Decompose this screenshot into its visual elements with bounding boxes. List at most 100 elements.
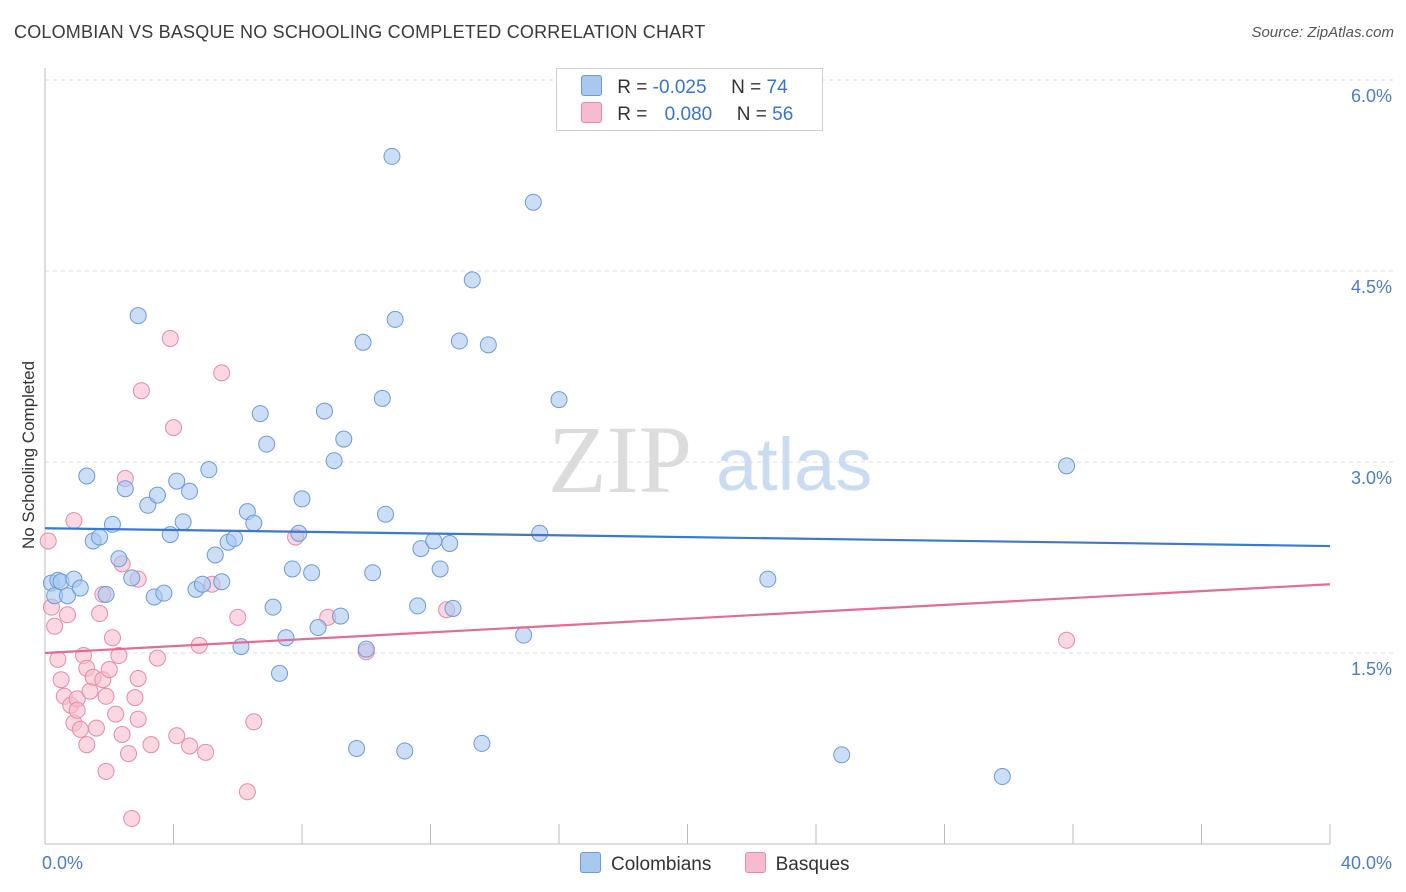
colombian-point: [325, 452, 343, 470]
legend-row-basques: R = 0.080 N = 56: [581, 102, 793, 126]
colombian-point: [200, 461, 218, 479]
watermark-zip: ZIP: [548, 406, 692, 513]
basque-point: [123, 810, 141, 828]
colombian-point: [293, 490, 311, 508]
basque-point: [181, 737, 199, 755]
basque-point: [39, 532, 57, 550]
colombian-point: [97, 585, 115, 603]
y-tick-label: 6.0%: [1351, 86, 1392, 106]
colombian-point: [444, 599, 462, 617]
colombian-point: [213, 573, 231, 591]
colombian-point: [450, 332, 468, 350]
colombian-point: [473, 734, 491, 752]
basques-swatch: [744, 852, 766, 873]
colombian-point: [386, 310, 404, 328]
colombian-point: [206, 546, 224, 564]
colombian-point: [303, 564, 321, 582]
basque-point: [129, 710, 147, 728]
watermark-atlas: atlas: [716, 423, 872, 506]
basque-point: [132, 382, 150, 400]
basque-point: [148, 649, 166, 667]
basque-point: [65, 512, 83, 530]
colombian-point: [283, 560, 301, 578]
colombian-point: [425, 532, 443, 550]
legend-item-colombians[interactable]: Colombians: [580, 852, 711, 876]
basque-point: [113, 725, 131, 743]
basque-point: [229, 608, 247, 626]
colombian-point: [364, 564, 382, 582]
colombian-point: [1058, 457, 1076, 475]
basque-point: [49, 650, 67, 668]
colombian-point: [116, 480, 134, 498]
colombian-point: [123, 569, 141, 587]
legend-n-value: 74: [766, 77, 788, 98]
colombian-point: [226, 529, 244, 547]
source-label[interactable]: Source: ZipAtlas.com: [1251, 24, 1394, 41]
colombian-point: [332, 607, 350, 625]
colombian-point: [479, 336, 497, 354]
colombian-point: [193, 575, 211, 593]
colombian-point: [129, 307, 147, 325]
colombian-point: [71, 579, 89, 597]
colombian-point: [335, 430, 353, 448]
colombian-point: [431, 560, 449, 578]
basque-point: [1058, 631, 1076, 649]
y-tick-label: 1.5%: [1351, 659, 1392, 679]
legend-r-label: R =: [617, 77, 648, 98]
colombians-swatch: [580, 852, 601, 873]
legend-row-colombians: R = -0.025 N = 74: [581, 75, 788, 99]
basque-point: [120, 745, 138, 763]
basques-trend-line: [44, 583, 1331, 655]
series-legend: Colombians Basques: [580, 852, 878, 876]
colombian-point: [148, 486, 166, 504]
basque-point: [168, 727, 186, 745]
basque-point: [110, 647, 128, 665]
colombian-point: [245, 514, 263, 532]
basque-point: [213, 364, 231, 382]
colombian-point: [463, 271, 481, 289]
legend-r-label: R =: [617, 104, 648, 125]
colombian-point: [251, 405, 269, 423]
basque-point: [103, 629, 121, 647]
basque-point: [97, 762, 115, 780]
gridlines: [45, 79, 1395, 654]
colombian-point: [271, 664, 289, 682]
colombian-point: [290, 524, 308, 542]
basque-point: [87, 719, 105, 737]
basque-point: [197, 743, 215, 761]
colombians-trend-line: [44, 527, 1331, 548]
basque-point: [58, 606, 76, 624]
legend-basques-label: Basques: [775, 854, 850, 875]
basque-point: [52, 671, 70, 689]
legend-r-value: -0.025: [652, 77, 707, 98]
trend-lines: [44, 527, 1331, 655]
colombian-point: [315, 402, 333, 420]
basque-point: [68, 701, 86, 719]
colombians-swatch: [581, 75, 602, 96]
legend-n-label: N =: [731, 77, 762, 98]
legend-item-basques[interactable]: Basques: [744, 852, 850, 876]
colombian-point: [759, 570, 777, 588]
basque-point: [46, 617, 64, 635]
colombian-point: [383, 147, 401, 165]
colombian-point: [396, 742, 414, 760]
basque-point: [161, 329, 179, 347]
correlation-legend: R = -0.025 N = 74 R = 0.080 N = 56: [556, 68, 823, 131]
colombian-point: [155, 584, 173, 602]
colombian-point: [348, 740, 366, 757]
axes: [44, 68, 1331, 845]
y-tick-label: 3.0%: [1351, 468, 1392, 488]
x-tick-label-max: 40.0%: [1341, 853, 1392, 873]
colombian-point: [91, 528, 109, 546]
colombian-point: [258, 435, 276, 453]
basque-point: [142, 736, 160, 754]
colombian-point: [110, 550, 128, 568]
colombian-point: [412, 540, 430, 558]
basque-point: [126, 689, 144, 707]
basque-point: [91, 605, 109, 623]
chart-title: COLOMBIAN VS BASQUE NO SCHOOLING COMPLET…: [14, 22, 706, 42]
colombian-point: [373, 389, 391, 407]
colombian-point: [232, 638, 250, 656]
basque-point: [97, 687, 115, 705]
